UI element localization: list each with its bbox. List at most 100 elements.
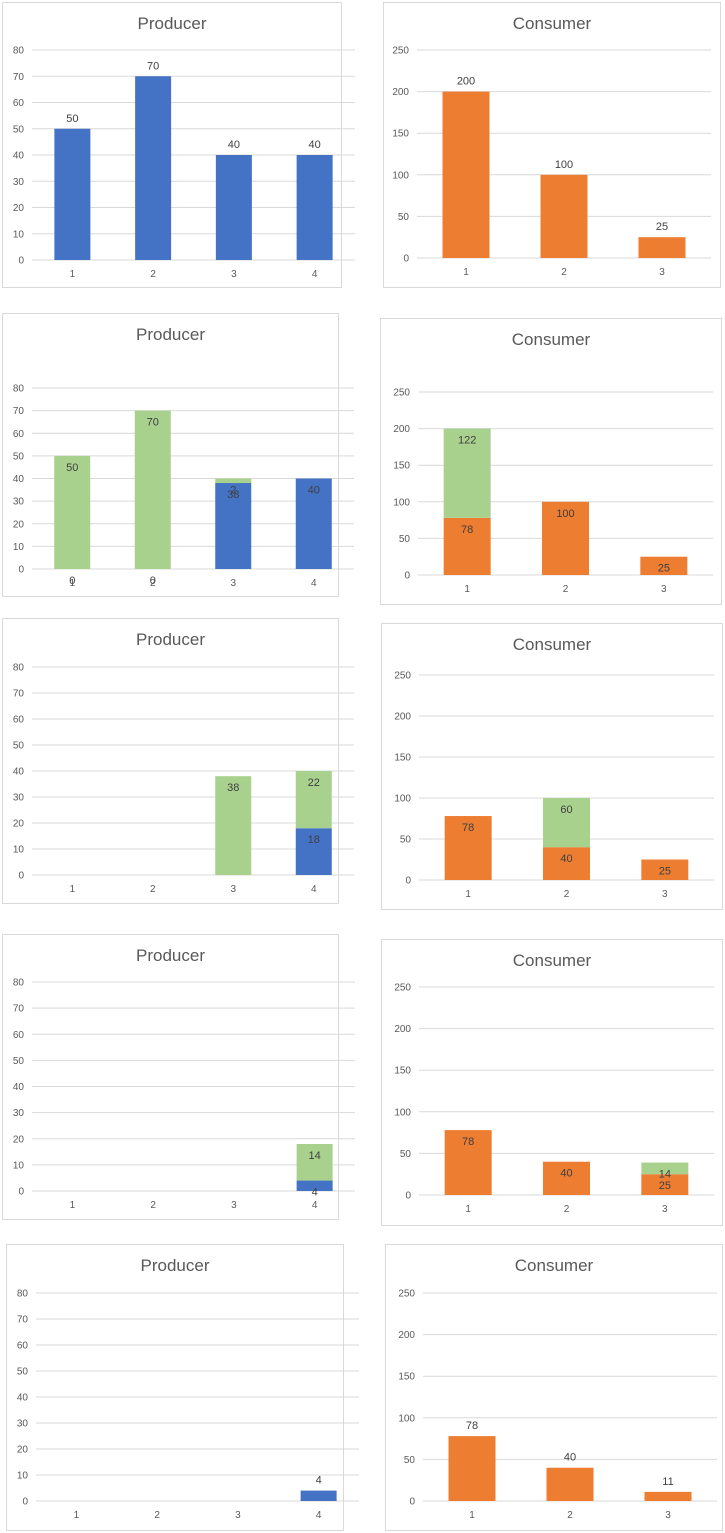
y-tick-label: 100 — [394, 1107, 411, 1118]
data-label: 22 — [308, 777, 320, 789]
y-tick-label: 20 — [13, 203, 25, 214]
bar-segment — [296, 1180, 333, 1191]
x-tick-label: 4 — [316, 1510, 322, 1521]
y-tick-label: 0 — [405, 876, 411, 887]
data-label: 14 — [659, 1169, 671, 1181]
y-tick-label: 60 — [13, 715, 25, 726]
chart-svg: 0 50 100 150 200 250 78 1 40 60 2 25 3 — [394, 671, 714, 900]
y-tick-label: 50 — [13, 1056, 25, 1067]
chart-title: Producer — [136, 325, 205, 344]
data-label: 38 — [227, 782, 239, 794]
y-tick-label: 80 — [17, 1289, 29, 1300]
data-label: 50 — [66, 462, 78, 474]
y-tick-label: 0 — [22, 1497, 28, 1508]
chart-svg: 0 10 20 30 40 50 60 70 80 1 2 3 4 4 — [17, 1289, 359, 1521]
data-label: 40 — [228, 139, 240, 151]
data-label: 25 — [658, 563, 670, 575]
y-tick-label: 80 — [13, 384, 25, 395]
y-tick-label: 10 — [13, 542, 25, 553]
data-label: 40 — [309, 139, 321, 151]
y-tick-label: 250 — [394, 983, 411, 994]
data-label: 0 — [150, 575, 156, 587]
bar-segment — [540, 174, 588, 258]
chart-title: Producer — [140, 1256, 210, 1275]
y-tick-label: 100 — [393, 497, 410, 508]
y-tick-label: 60 — [17, 1341, 29, 1352]
y-tick-label: 30 — [13, 497, 25, 508]
y-tick-label: 70 — [17, 1315, 29, 1326]
chart-title: Consumer — [512, 14, 592, 33]
bar-segment — [54, 128, 91, 260]
chart-svg: 0 50 100 150 200 250 200 1 100 2 25 3 — [392, 46, 711, 278]
x-tick-label: 1 — [465, 1204, 471, 1215]
x-tick-label: 2 — [567, 1510, 573, 1521]
data-label: 0 — [69, 575, 75, 587]
chart-title: Consumer — [514, 1256, 594, 1275]
y-tick-label: 60 — [13, 1030, 25, 1041]
y-tick-label: 250 — [398, 1289, 415, 1300]
bar-segment — [295, 478, 332, 569]
y-tick-label: 50 — [17, 1367, 29, 1378]
y-tick-label: 20 — [13, 819, 25, 830]
x-tick-label: 3 — [659, 267, 665, 278]
data-label: 78 — [466, 1420, 478, 1432]
y-tick-label: 60 — [13, 98, 25, 109]
bar-segment — [543, 1161, 590, 1195]
x-tick-label: 1 — [70, 269, 76, 280]
y-tick-label: 30 — [13, 793, 25, 804]
data-label: 78 — [462, 822, 474, 834]
data-label: 40 — [564, 1452, 576, 1464]
x-tick-label: 3 — [662, 889, 668, 900]
bar-segment — [442, 91, 490, 258]
chart-title: Consumer — [511, 330, 591, 349]
bar-segment — [215, 776, 252, 875]
x-tick-label: 2 — [564, 889, 570, 900]
x-tick-label: 2 — [150, 884, 156, 895]
data-label: 70 — [147, 417, 159, 429]
bar-segment — [443, 517, 491, 575]
x-tick-label: 1 — [465, 889, 471, 900]
y-tick-label: 30 — [17, 1419, 29, 1430]
x-tick-label: 1 — [74, 1510, 80, 1521]
bar-segment — [644, 1491, 692, 1501]
y-tick-label: 50 — [13, 124, 25, 135]
bar-segment — [543, 847, 590, 880]
y-tick-label: 0 — [18, 871, 24, 882]
y-tick-label: 20 — [13, 519, 25, 530]
consumer-chart-4: Consumer 0 50 100 150 200 250 78 1 40 2 25 14 3 — [381, 939, 723, 1226]
x-tick-label: 2 — [150, 1200, 156, 1211]
bar-segment — [443, 428, 491, 518]
bar-segment — [300, 1490, 337, 1501]
y-tick-label: 0 — [18, 256, 24, 267]
bar-segment — [54, 455, 91, 569]
y-tick-label: 40 — [13, 767, 25, 778]
x-tick-label: 3 — [231, 1200, 237, 1211]
x-tick-label: 2 — [561, 267, 567, 278]
data-label: 100 — [556, 508, 574, 520]
bar-segment — [444, 1130, 492, 1195]
chart-title: Producer — [136, 946, 205, 965]
data-label: 38 — [227, 489, 239, 501]
x-tick-label: 4 — [312, 1200, 318, 1211]
y-tick-label: 100 — [392, 170, 409, 181]
data-label: 78 — [461, 524, 473, 536]
y-tick-label: 250 — [394, 671, 411, 682]
y-tick-label: 70 — [13, 406, 25, 417]
bar-segment — [215, 483, 252, 569]
x-tick-label: 4 — [311, 578, 317, 589]
y-tick-label: 80 — [13, 663, 25, 674]
y-tick-label: 250 — [392, 46, 409, 57]
y-tick-label: 150 — [394, 753, 411, 764]
x-tick-label: 1 — [464, 584, 470, 595]
data-label: 18 — [308, 834, 320, 846]
chart-title: Consumer — [512, 951, 592, 970]
y-tick-label: 10 — [13, 845, 25, 856]
y-tick-label: 0 — [403, 254, 409, 265]
x-tick-label: 2 — [150, 578, 156, 589]
y-tick-label: 10 — [13, 229, 25, 240]
data-label: 25 — [659, 866, 671, 878]
chart-svg: 0 10 20 30 40 50 60 70 80 1 2 38 3 18 22 4 — [13, 663, 354, 895]
y-tick-label: 0 — [409, 1497, 415, 1508]
